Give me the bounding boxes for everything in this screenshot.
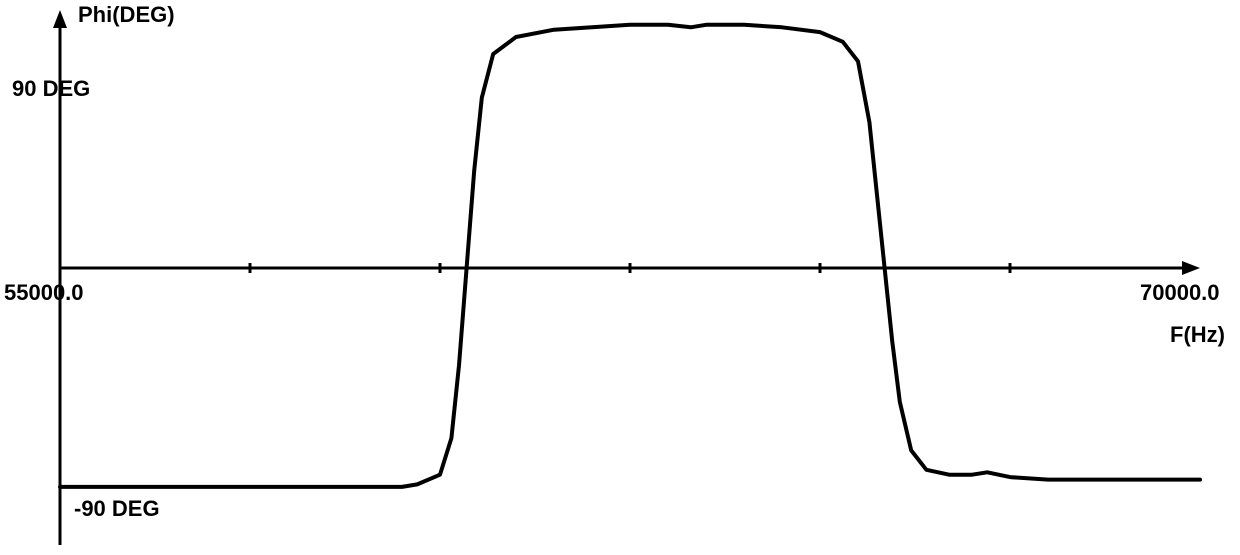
phase-chart: Phi(DEG) 90 DEG -90 DEG 55000.0 70000.0 … — [0, 0, 1240, 555]
x-axis-title: F(Hz) — [1170, 322, 1225, 348]
y-tick-label-neg90: -90 DEG — [74, 496, 160, 522]
y-tick-label-pos90: 90 DEG — [12, 76, 90, 102]
x-max-label: 70000.0 — [1140, 280, 1220, 306]
chart-canvas — [0, 0, 1240, 555]
y-axis-title: Phi(DEG) — [78, 2, 175, 28]
x-min-label: 55000.0 — [4, 280, 84, 306]
